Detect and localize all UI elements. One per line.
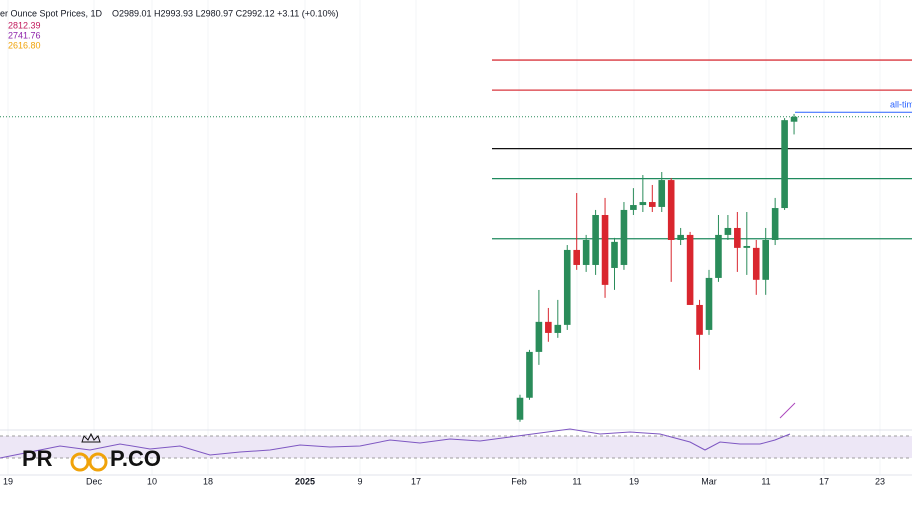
x-tick-label: 9 — [357, 476, 362, 486]
candle-body — [715, 234, 722, 278]
logo-eye — [88, 452, 108, 472]
annotation-text: all-tim — [890, 100, 912, 110]
candle-body — [554, 324, 562, 333]
x-tick-label: Dec — [86, 476, 103, 486]
x-tick-label: 2025 — [295, 476, 315, 486]
rsi-line — [0, 428, 791, 459]
x-tick-label: Mar — [701, 476, 717, 486]
x-tick-label: 19 — [629, 476, 639, 486]
candle-body — [686, 234, 694, 305]
drawing-tool-line — [779, 402, 796, 419]
indicator-label: 2812.39 — [8, 20, 41, 30]
candle-body — [592, 215, 599, 265]
candle-body — [545, 321, 552, 333]
candle-body — [762, 239, 769, 280]
x-tick-label: 10 — [147, 476, 157, 486]
candle-body — [516, 397, 524, 420]
candle-body — [573, 249, 580, 265]
candle-body — [535, 321, 543, 352]
candle-body — [658, 180, 666, 207]
candle-body — [649, 202, 656, 207]
x-tick-label: 23 — [875, 476, 885, 486]
candle-body — [734, 227, 741, 248]
candle-body — [771, 208, 779, 240]
candle-body — [790, 116, 798, 122]
candle-body — [526, 351, 533, 398]
candle-body — [677, 234, 684, 240]
indicator-label: 2741.76 — [8, 30, 41, 40]
chart-title: er Ounce Spot Prices, 1D — [0, 8, 103, 18]
x-tick-label: 18 — [203, 476, 213, 486]
indicator-label: 2616.80 — [8, 40, 41, 50]
candle-body — [611, 241, 618, 268]
x-tick-label: 19 — [3, 476, 13, 486]
candle-body — [601, 215, 609, 285]
candle-body — [667, 180, 675, 240]
candle-body — [743, 245, 751, 248]
candle-body — [724, 227, 732, 235]
x-tick-label: 11 — [572, 476, 581, 486]
rsi-band — [0, 436, 912, 458]
x-tick-label: 17 — [411, 476, 421, 486]
x-tick-label: 17 — [819, 476, 829, 486]
x-tick-label: Feb — [511, 476, 527, 486]
logo-crown — [81, 432, 101, 443]
candle-body — [696, 304, 703, 335]
x-tick-label: 11 — [761, 476, 770, 486]
logo-right: P.CO — [110, 446, 161, 471]
logo-eye — [70, 452, 90, 472]
candle-body — [582, 239, 590, 265]
candle-body — [705, 277, 713, 330]
logo: PR P.CO — [22, 432, 161, 472]
candle-body — [630, 205, 637, 210]
logo-left: PR — [22, 446, 53, 471]
candle-body — [639, 202, 647, 206]
candle-body — [563, 249, 571, 325]
ohlc-text: O2989.01 H2993.93 L2980.97 C2992.12 +3.1… — [112, 8, 339, 18]
candle-body — [620, 209, 628, 265]
candle-body — [752, 247, 760, 280]
grid — [7, 0, 881, 475]
candle-body — [781, 120, 788, 209]
